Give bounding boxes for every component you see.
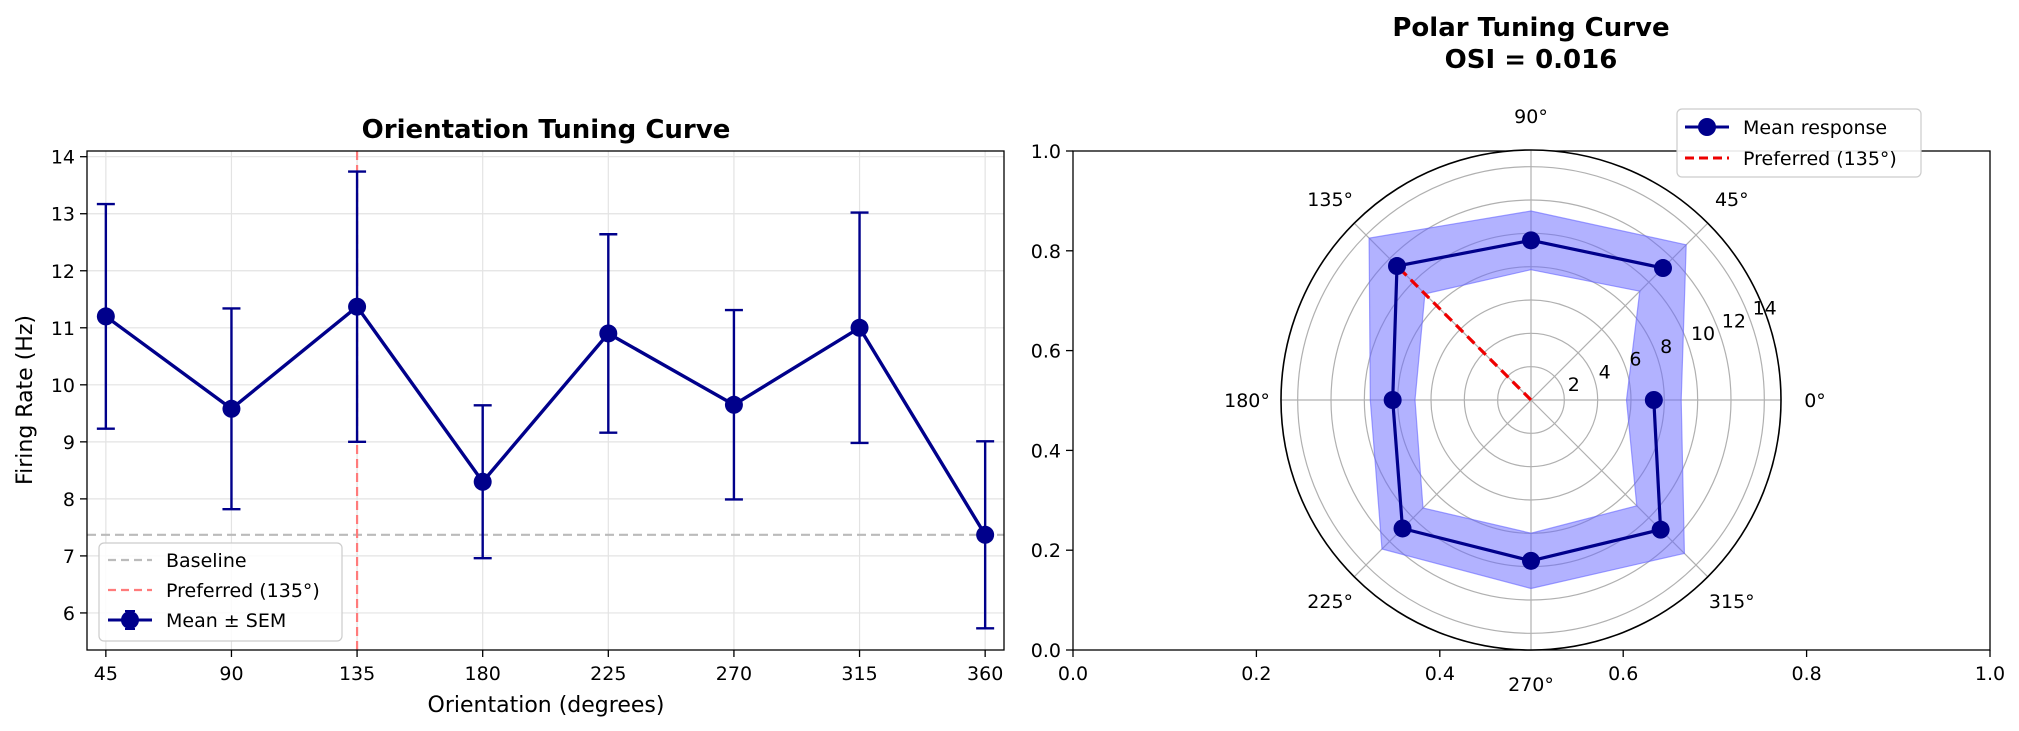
cartesian-y-tick-label: 1.0: [1031, 141, 1061, 163]
y-tick-label: 13: [51, 204, 75, 226]
x-tick-label: 225: [590, 663, 626, 685]
right-cartesian-ticks: 0.0 0.2 0.4 0.6 0.8 1.0 0.0 0.2 0.4 0.6 0.8 1.0: [1031, 141, 2005, 685]
radial-tick-label: 2: [1568, 374, 1580, 396]
mean-response-point: [1388, 257, 1407, 276]
cartesian-x-tick-label: 0.6: [1608, 663, 1638, 685]
mean-response-point: [1522, 551, 1540, 570]
legend-mean-label: Mean ± SEM: [166, 610, 286, 632]
legend-mean-response-label: Mean response: [1743, 117, 1887, 139]
radial-tick-label: 8: [1660, 336, 1672, 358]
angle-tick-label: 225°: [1307, 591, 1353, 613]
mean-response-point: [1651, 520, 1670, 539]
y-tick-label: 12: [51, 261, 75, 283]
mean-point: [473, 472, 492, 491]
polar-sem-band: [1368, 210, 1687, 590]
legend-mean-marker: [121, 611, 139, 629]
angle-tick-label: 135°: [1307, 189, 1353, 211]
left-legend: Baseline Preferred (135°) Mean ± SEM: [98, 542, 343, 642]
left-x-axis-ticks: 45 90 135 180 225 270 315 360: [94, 650, 1003, 685]
legend-baseline-label: Baseline: [166, 550, 247, 572]
radial-tick-label: 10: [1691, 323, 1715, 345]
radial-tick-label: 12: [1722, 310, 1746, 332]
radial-tick-label: 4: [1599, 361, 1611, 383]
mean-point: [850, 318, 869, 337]
y-tick-label: 8: [63, 489, 75, 511]
legend-mean-response-marker: [1698, 118, 1716, 136]
sem-band: [1368, 210, 1687, 590]
polar-outline: [1280, 149, 1782, 651]
y-tick-label: 6: [63, 603, 75, 625]
x-tick-label: 45: [94, 663, 118, 685]
mean-point: [222, 399, 241, 418]
x-tick-label: 180: [465, 663, 501, 685]
legend-preferred-label: Preferred (135°): [166, 580, 320, 602]
left-plot-frame: [86, 150, 1005, 651]
left-series: [96, 297, 995, 544]
mean-point: [724, 395, 743, 414]
left-chart-title: Orientation Tuning Curve: [362, 115, 731, 145]
mean-point: [976, 525, 995, 544]
tuning-curve-panel: Orientation Tuning Curve 45 90 135 180 225 27…: [13, 115, 1005, 718]
cartesian-y-tick-label: 0.2: [1031, 540, 1061, 562]
angle-tick-label: 180°: [1224, 390, 1270, 412]
y-tick-label: 11: [51, 318, 75, 340]
angle-tick-label: 90°: [1514, 106, 1548, 128]
right-chart-subtitle: OSI = 0.016: [1445, 45, 1618, 75]
mean-point: [348, 297, 367, 316]
mean-line: [104, 304, 987, 536]
mean-response-point: [1653, 259, 1672, 278]
mean-response-line: [1391, 238, 1664, 563]
y-tick-label: 14: [51, 147, 75, 169]
x-tick-label: 135: [339, 663, 375, 685]
cartesian-y-tick-label: 0.6: [1031, 341, 1061, 363]
cartesian-y-tick-label: 0.4: [1031, 440, 1061, 462]
angle-tick-label: 270°: [1508, 674, 1554, 696]
left-x-axis-label: Orientation (degrees): [428, 693, 665, 718]
mean-point: [96, 307, 115, 326]
right-chart-title: Polar Tuning Curve: [1392, 13, 1669, 43]
x-tick-label: 315: [841, 663, 877, 685]
x-tick-label: 360: [967, 663, 1003, 685]
angle-tick-label: 0°: [1804, 390, 1826, 412]
left-legend-box: [98, 542, 343, 642]
y-tick-label: 9: [63, 432, 75, 454]
polar-angle-labels: 0° 45° 90° 135° 180° 225° 270° 315°: [1224, 106, 1826, 696]
mean-point: [599, 324, 618, 343]
mean-response-point: [1393, 519, 1412, 538]
polar-panel: Polar Tuning Curve OSI = 0.016 0.0 0.2 0.4…: [1031, 13, 2005, 696]
legend-polar-preferred-label: Preferred (135°): [1743, 148, 1897, 170]
cartesian-x-tick-label: 0.8: [1791, 663, 1821, 685]
right-legend-box: [1676, 108, 1922, 178]
angle-tick-label: 315°: [1709, 591, 1755, 613]
radial-tick-label: 6: [1629, 349, 1641, 371]
y-tick-label: 7: [63, 546, 75, 568]
mean-response-point: [1522, 231, 1540, 250]
cartesian-x-tick-label: 0.0: [1058, 663, 1088, 685]
cartesian-y-tick-label: 0.8: [1031, 241, 1061, 263]
angle-tick-label: 45°: [1715, 189, 1749, 211]
mean-response-point: [1644, 391, 1663, 409]
left-reference-lines: [87, 151, 1004, 650]
cartesian-x-tick-label: 1.0: [1975, 663, 2005, 685]
x-tick-label: 270: [716, 663, 752, 685]
cartesian-x-tick-label: 0.2: [1241, 663, 1271, 685]
radial-tick-label: 14: [1753, 298, 1777, 320]
cartesian-y-tick-label: 0.0: [1031, 640, 1061, 662]
left-y-axis-ticks: 6 7 8 9 10 11 12 13 14: [51, 147, 87, 625]
polar-series: [1383, 231, 1672, 570]
y-tick-label: 10: [51, 375, 75, 397]
left-y-axis-label: Firing Rate (Hz): [13, 315, 38, 485]
cartesian-x-tick-label: 0.4: [1425, 663, 1455, 685]
mean-response-point: [1383, 391, 1402, 409]
right-legend: Mean response Preferred (135°): [1676, 108, 1922, 178]
x-tick-label: 90: [219, 663, 243, 685]
